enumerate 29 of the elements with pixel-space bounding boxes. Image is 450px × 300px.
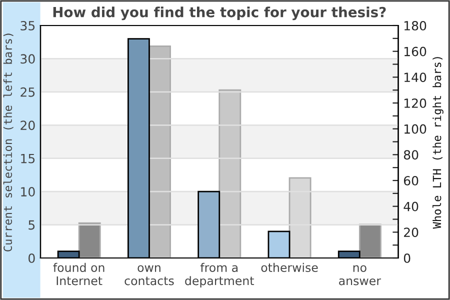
chart-title: How did you find the topic for your thesis? xyxy=(53,6,386,20)
x-tick-label: from a department xyxy=(185,262,254,288)
y2-tick-label: 80 xyxy=(404,150,418,160)
y2-tick-label: 120 xyxy=(404,98,426,108)
bar xyxy=(78,222,101,258)
y-tick-label: 0 xyxy=(28,253,35,263)
x-tick-label: no answer xyxy=(339,265,381,286)
y-tick-label: 35 xyxy=(20,20,35,30)
y2-tick-label: 40 xyxy=(404,202,418,212)
x-tick-label: otherwise xyxy=(261,262,318,272)
bar xyxy=(358,224,382,258)
y-axis-title: Current selection (the left bars) xyxy=(3,34,14,252)
bar xyxy=(218,89,242,258)
y-tick-label: 5 xyxy=(28,220,35,230)
y2-tick-label: 100 xyxy=(404,124,426,134)
y2-tick-label: 140 xyxy=(404,72,426,82)
x-tick-label: found on Internet xyxy=(53,262,104,286)
y2-tick-label: 180 xyxy=(404,20,426,30)
y-tick-label: 10 xyxy=(21,187,35,196)
y2-tick-label: 0 xyxy=(404,253,410,263)
y2-tick-label: 160 xyxy=(404,46,426,56)
y-tick-label: 20 xyxy=(20,120,35,130)
x-tick-label: own contacts xyxy=(124,265,174,286)
y2-tick-label: 60 xyxy=(404,176,418,186)
y2-axis-title: Whole LTH (the right bars) xyxy=(432,57,444,229)
y-tick-label: 15 xyxy=(21,154,35,164)
y2-tick-label: 20 xyxy=(404,228,418,238)
y-tick-label: 25 xyxy=(20,87,35,97)
y-tick-label: 30 xyxy=(20,54,35,64)
